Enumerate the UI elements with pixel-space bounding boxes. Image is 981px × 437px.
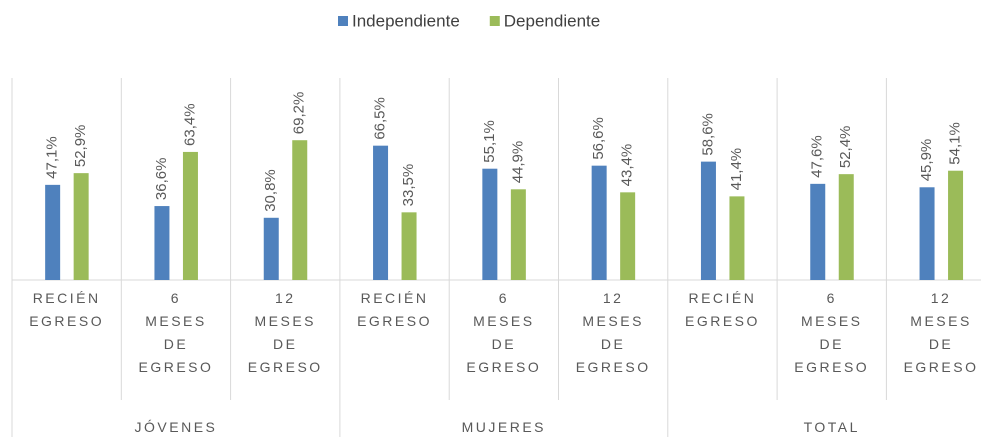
data-label: 56,6%	[590, 117, 607, 160]
data-label: 58,6%	[699, 113, 716, 156]
legend-swatch	[338, 16, 348, 26]
group-label: MUJERES	[461, 419, 547, 435]
bar	[510, 189, 526, 280]
bar	[154, 206, 170, 280]
bar	[919, 187, 935, 280]
data-label: 44,9%	[509, 141, 526, 184]
group-label: TOTAL	[803, 419, 860, 435]
data-label: 52,4%	[837, 126, 854, 169]
bar	[620, 192, 636, 280]
bar	[482, 168, 498, 280]
data-label: 45,9%	[918, 139, 935, 182]
group-label: JÓVENES	[134, 419, 218, 435]
legend-label: Dependiente	[504, 11, 600, 30]
data-label: 33,5%	[400, 164, 417, 207]
bar	[45, 184, 61, 280]
x-tick-label: RECIÉN EGRESO	[357, 290, 432, 329]
x-tick-label: RECIÉN EGRESO	[29, 290, 105, 329]
x-tick-label: 12 MESES DE EGRESO	[247, 290, 323, 375]
bar	[292, 140, 308, 280]
x-tick-label: RECIÉN EGRESO	[684, 290, 760, 329]
data-label: 63,4%	[181, 103, 198, 146]
legend-swatch	[489, 16, 500, 26]
data-label: 55,1%	[481, 120, 498, 163]
data-label: 47,6%	[809, 135, 826, 178]
data-label: 66,5%	[372, 97, 389, 140]
bar	[73, 173, 89, 280]
data-label: 69,2%	[291, 92, 308, 135]
data-label: 54,1%	[947, 122, 964, 165]
x-tick-label: 12 MESES DE EGRESO	[575, 290, 651, 375]
bar	[401, 212, 417, 280]
data-label: 43,4%	[619, 144, 636, 187]
data-label: 30,8%	[262, 169, 279, 212]
x-tick-label: 6 MESES DE EGRESO	[138, 290, 214, 375]
bar	[700, 161, 716, 280]
legend-label: Independiente	[352, 11, 460, 30]
bar	[182, 151, 198, 280]
bar	[729, 196, 745, 280]
x-tick-label: 6 MESES DE EGRESO	[466, 290, 542, 375]
data-label: 47,1%	[44, 136, 61, 179]
bar	[838, 174, 854, 280]
bar	[591, 165, 607, 280]
bar	[373, 145, 389, 280]
bar	[948, 170, 964, 280]
bar	[263, 217, 279, 280]
data-label: 52,9%	[72, 125, 89, 168]
data-label: 36,6%	[153, 158, 170, 201]
bar	[810, 183, 826, 280]
x-tick-label: 12 MESES DE EGRESO	[903, 290, 979, 375]
x-tick-label: 6 MESES DE EGRESO	[794, 290, 870, 375]
data-label: 41,4%	[728, 148, 745, 191]
